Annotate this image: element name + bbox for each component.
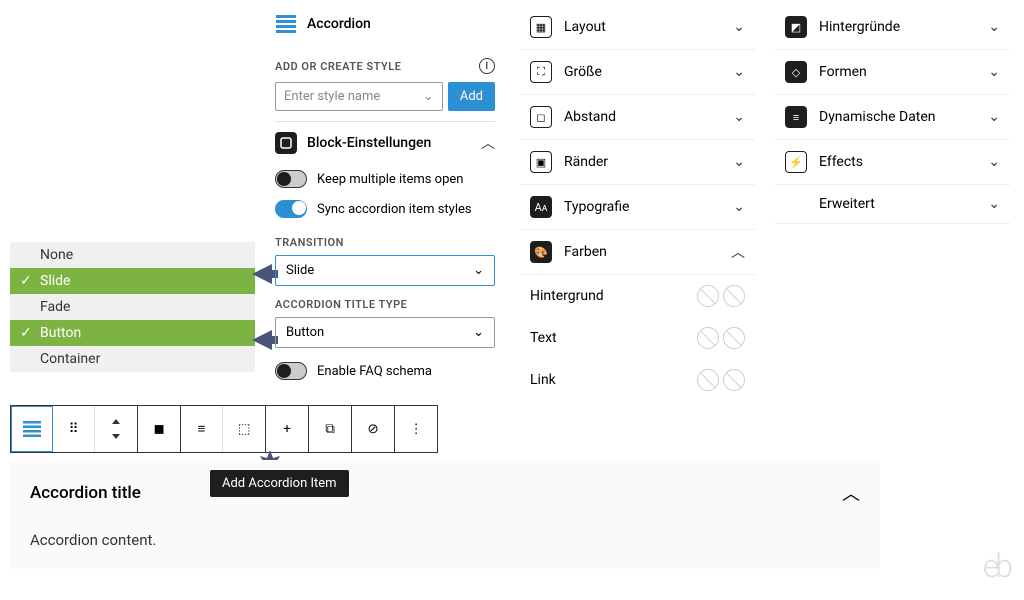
tb-accordion-icon[interactable]: [11, 406, 53, 452]
chevron-down-icon: ⌄: [733, 109, 745, 125]
panel-border[interactable]: ▣Ränder ⌄: [520, 140, 755, 185]
tb-duplicate-icon[interactable]: ⧉: [309, 406, 351, 452]
block-name: Accordion: [307, 16, 371, 32]
chevron-down-icon: ⌄: [988, 154, 1000, 170]
chevron-up-icon: ︿: [731, 242, 745, 262]
transition-select[interactable]: Slide ⌄: [275, 255, 495, 286]
color-swatch[interactable]: [697, 369, 719, 391]
panel-dynamic-data[interactable]: ≡Dynamische Daten ⌄: [775, 95, 1010, 140]
color-link-row[interactable]: Link: [520, 359, 755, 401]
shapes-icon: ◇: [785, 61, 807, 83]
title-type-label: ACCORDION TITLE TYPE: [275, 298, 495, 311]
toggle-faq-schema[interactable]: [275, 362, 307, 380]
panel-layout[interactable]: ▦Layout ⌄: [520, 5, 755, 50]
chevron-down-icon: ⌄: [473, 325, 484, 340]
tb-add-button[interactable]: +: [266, 406, 308, 452]
panel-typography[interactable]: AᴀTypografie ⌄: [520, 185, 755, 230]
panel-backgrounds[interactable]: ◩Hintergründe ⌄: [775, 5, 1010, 50]
backgrounds-icon: ◩: [785, 16, 807, 38]
accordion-chevron-icon[interactable]: ︿: [842, 480, 860, 506]
add-item-tooltip: Add Accordion Item: [210, 470, 349, 497]
panel-colors[interactable]: 🎨Farben ︿: [520, 230, 755, 275]
chevron-down-icon: ⌄: [733, 154, 745, 170]
panel-spacing[interactable]: ◻Abstand ⌄: [520, 95, 755, 140]
style-name-input[interactable]: Enter style name ⌄: [275, 82, 443, 111]
color-swatch[interactable]: [697, 327, 719, 349]
chevron-down-icon: ⌄: [988, 109, 1000, 125]
chevron-down-icon: ⌄: [988, 64, 1000, 80]
style-panel-1: ▦Layout ⌄ ⛶Größe ⌄ ◻Abstand ⌄ ▣Ränder ⌄ …: [520, 5, 755, 401]
block-toolbar: ⠿ ◼ ≡ ⬚ + ⧉ ⊘ ⋮: [10, 405, 438, 453]
tb-crop-icon[interactable]: ⬚: [223, 406, 265, 452]
dropdown-option-none[interactable]: None: [10, 242, 255, 268]
color-text-row[interactable]: Text: [520, 317, 755, 359]
border-icon: ▣: [530, 151, 552, 173]
transition-dropdown-menu[interactable]: None Slide Fade Button Container: [10, 242, 255, 372]
accordion-preview: Accordion title ︿ Accordion content.: [10, 460, 880, 569]
panel-advanced[interactable]: Erweitert ⌄: [775, 185, 1010, 224]
toggle-sync-label: Sync accordion item styles: [317, 202, 472, 217]
info-icon[interactable]: i: [479, 58, 495, 74]
chevron-down-icon: ⌄: [733, 199, 745, 215]
block-settings-header[interactable]: Block-Einstellungen ︿: [275, 121, 495, 164]
accordion-title[interactable]: Accordion title: [30, 483, 141, 503]
color-swatch[interactable]: [723, 369, 745, 391]
toggle-sync-styles[interactable]: [275, 200, 307, 218]
title-type-select[interactable]: Button ⌄: [275, 317, 495, 348]
spacing-icon: ◻: [530, 106, 552, 128]
block-header: Accordion: [275, 5, 495, 43]
dropdown-option-container[interactable]: Container: [10, 346, 255, 372]
chevron-down-icon: ⌄: [473, 263, 484, 278]
tb-link-icon[interactable]: ⊘: [352, 406, 394, 452]
typography-icon: Aᴀ: [530, 196, 552, 218]
chevron-down-icon: ⌄: [988, 196, 1000, 212]
dropdown-option-fade[interactable]: Fade: [10, 294, 255, 320]
chevron-down-icon: ⌄: [988, 19, 1000, 35]
settings-icon: [275, 132, 297, 154]
style-panel-2: ◩Hintergründe ⌄ ◇Formen ⌄ ≡Dynamische Da…: [775, 5, 1010, 224]
color-swatch[interactable]: [723, 285, 745, 307]
tb-drag-icon[interactable]: ⠿: [53, 406, 95, 452]
toggle-multiple-open[interactable]: [275, 170, 307, 188]
color-swatch[interactable]: [723, 327, 745, 349]
toggle-faq-label: Enable FAQ schema: [317, 364, 432, 379]
toggle-multiple-label: Keep multiple items open: [317, 172, 463, 187]
dropdown-option-button[interactable]: Button: [10, 320, 255, 346]
colors-icon: 🎨: [530, 241, 552, 263]
tb-more-icon[interactable]: ⋮: [395, 406, 437, 452]
style-section-label: ADD OR CREATE STYLE i: [275, 58, 495, 74]
tb-select-icon[interactable]: ◼: [138, 406, 180, 452]
data-icon: ≡: [785, 106, 807, 128]
layout-icon: ▦: [530, 16, 552, 38]
add-style-button[interactable]: Add: [448, 82, 495, 111]
accordion-content[interactable]: Accordion content.: [30, 531, 860, 549]
tb-align-icon[interactable]: ≡: [181, 406, 223, 452]
dropdown-option-slide[interactable]: Slide: [10, 268, 255, 294]
chevron-down-icon: ⌄: [733, 64, 745, 80]
chevron-up-icon: ︿: [481, 133, 495, 153]
chevron-down-icon: ⌄: [733, 19, 745, 35]
tb-move-icon[interactable]: [95, 406, 137, 452]
size-icon: ⛶: [530, 61, 552, 83]
panel-effects[interactable]: ⚡Effects ⌄: [775, 140, 1010, 185]
panel-shapes[interactable]: ◇Formen ⌄: [775, 50, 1010, 95]
effects-icon: ⚡: [785, 151, 807, 173]
panel-size[interactable]: ⛶Größe ⌄: [520, 50, 755, 95]
color-bg-row[interactable]: Hintergrund: [520, 275, 755, 317]
watermark: eb: [983, 547, 1009, 585]
color-swatch[interactable]: [697, 285, 719, 307]
transition-label: TRANSITION: [275, 236, 495, 249]
accordion-icon: [275, 13, 297, 35]
block-settings-title: Block-Einstellungen: [307, 135, 431, 151]
block-settings-panel: Accordion ADD OR CREATE STYLE i Enter st…: [275, 5, 495, 386]
chevron-down-icon: ⌄: [423, 89, 434, 104]
